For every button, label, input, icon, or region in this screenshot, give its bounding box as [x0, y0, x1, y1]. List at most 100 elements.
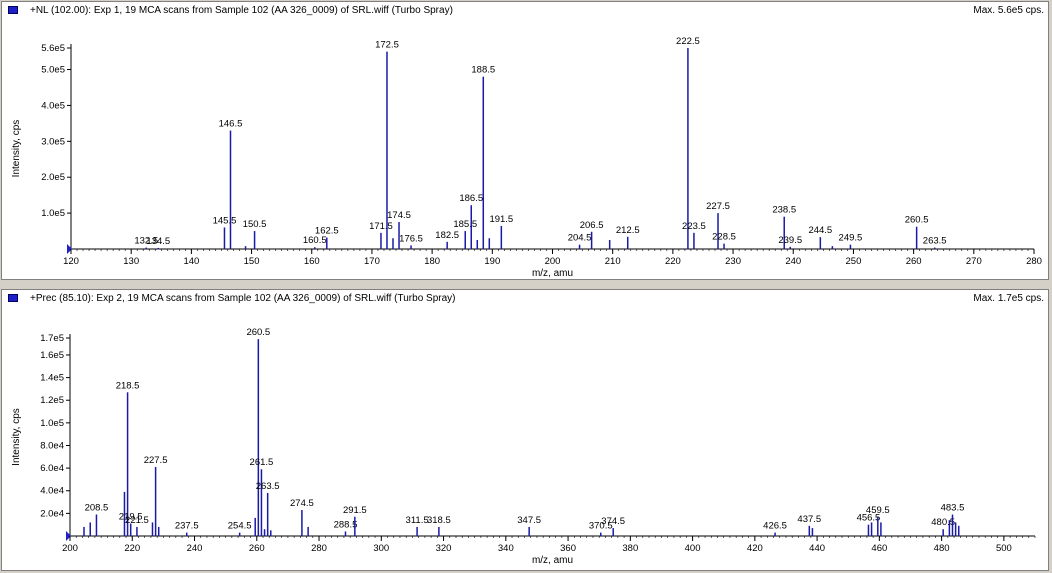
panel-title: +NL (102.00): Exp 1, 19 MCA scans from S…	[30, 5, 453, 16]
spectrum-peak	[145, 247, 147, 250]
x-tick-label: 260	[906, 256, 922, 267]
spectrum-peak	[266, 493, 269, 536]
x-tick-label: 170	[364, 256, 380, 267]
spectrum-peak	[723, 243, 725, 249]
axis-origin-marker	[66, 531, 71, 541]
spectrum-peak	[307, 526, 309, 536]
x-tick-label: 180	[424, 256, 440, 267]
x-tick-label: 230	[725, 256, 741, 267]
spectrum-peak	[238, 532, 241, 536]
spectrum-panel-nl: +NL (102.00): Exp 1, 19 MCA scans from S…	[1, 1, 1049, 280]
spectrum-chart-prec[interactable]: 200 220 240 260 280 300 320 340 360 380 400 420 440 4…	[2, 290, 1048, 570]
y-tick-label: 1.4e5	[40, 373, 64, 384]
peak-label: 185.5	[453, 219, 477, 230]
x-tick-label: 480	[934, 543, 950, 554]
spectrum-peak	[157, 526, 160, 536]
peak-label: 206.5	[580, 220, 604, 231]
peak-label: 162.5	[315, 226, 339, 237]
x-tick-label: 280	[311, 543, 327, 554]
y-axis-title: Intensity, cps	[11, 120, 22, 178]
x-tick-label: 280	[1026, 256, 1042, 267]
x-tick-label: 130	[123, 256, 139, 267]
peak-label: 288.5	[334, 519, 358, 530]
spectrum-peak	[957, 525, 960, 536]
x-tick-label: 400	[685, 543, 701, 554]
panel-header: +Prec (85.10): Exp 2, 19 MCA scans from …	[2, 290, 1048, 307]
panel-title: +Prec (85.10): Exp 2, 19 MCA scans from …	[30, 293, 456, 304]
peak-label: 456.5	[857, 513, 881, 524]
x-tick-label: 240	[187, 543, 203, 554]
peak-label: 239.5	[778, 235, 802, 246]
max-intensity-label: Max. 5.6e5 cps.	[973, 5, 1044, 16]
x-tick-label: 260	[249, 543, 265, 554]
max-intensity-label: Max. 1.7e5 cps.	[973, 293, 1044, 304]
x-tick-label: 300	[373, 543, 389, 554]
spectrum-peak	[476, 240, 479, 249]
y-tick-label: 3.0e5	[41, 136, 65, 147]
spectrum-peak	[951, 514, 954, 536]
spectrum-peak	[915, 226, 918, 249]
spectrum-peak	[578, 244, 581, 249]
peak-label: 254.5	[228, 521, 252, 532]
spectrum-peak	[410, 245, 412, 249]
x-tick-label: 210	[605, 256, 621, 267]
spectrum-peak	[687, 48, 689, 249]
x-tick-label: 190	[484, 256, 500, 267]
y-tick-label: 4.0e4	[40, 486, 64, 497]
spectrum-peak	[260, 469, 263, 536]
peak-label: 260.5	[246, 327, 270, 338]
peak-label: 274.5	[290, 498, 314, 509]
spectrum-peak	[380, 232, 382, 249]
peak-label: 172.5	[375, 40, 399, 51]
spectrum-peak	[326, 237, 328, 249]
x-tick-label: 460	[871, 543, 887, 554]
spectrum-peak	[808, 525, 811, 536]
peak-label: 223.5	[682, 221, 706, 232]
peak-label: 263.5	[256, 481, 280, 492]
spectrum-peak	[693, 232, 695, 249]
y-tick-label: 8.0e4	[40, 440, 64, 451]
spectrum-peak	[528, 526, 530, 536]
spectrum-peak	[819, 237, 822, 249]
peak-label: 134.5	[146, 236, 170, 247]
spectrum-peak	[933, 247, 936, 250]
spectrum-peak	[344, 531, 347, 536]
spectrum-peak	[126, 392, 129, 536]
y-tick-label: 4.0e5	[41, 100, 65, 111]
peak-label: 204.5	[568, 233, 592, 244]
trace-color-icon[interactable]	[8, 294, 18, 302]
peak-label: 176.5	[399, 233, 423, 244]
x-tick-label: 270	[966, 256, 982, 267]
peak-label: 171.5	[369, 221, 393, 232]
spectrum-peak	[783, 216, 785, 249]
spectrum-peak	[789, 246, 791, 249]
spectrum-peak	[470, 205, 472, 249]
peak-label: 146.5	[219, 119, 243, 130]
peak-label: 208.5	[85, 503, 109, 514]
spectrum-peak	[488, 238, 491, 249]
peak-label: 291.5	[343, 505, 367, 516]
x-tick-label: 440	[809, 543, 825, 554]
x-tick-label: 420	[747, 543, 763, 554]
axis-origin-marker	[67, 244, 72, 254]
spectrum-chart-nl[interactable]: 120 130 140 150 160 170 180 190 200 210 220 230 240 2…	[2, 2, 1048, 279]
peak-label: 480.5	[931, 517, 955, 528]
spectrum-peak	[500, 226, 503, 249]
spectrum-peak	[263, 529, 266, 536]
spectrum-peak	[877, 516, 879, 536]
spectrum-peak	[608, 240, 611, 249]
spectrum-peak	[774, 532, 776, 536]
spectrum-peak	[717, 213, 719, 249]
spectrum-peak	[386, 51, 388, 249]
trace-color-icon[interactable]	[8, 6, 18, 14]
x-tick-label: 240	[785, 256, 801, 267]
x-axis-title: m/z, amu	[532, 555, 573, 566]
x-tick-label: 220	[665, 256, 681, 267]
spectrum-peak	[464, 231, 466, 249]
spectrum-peak	[185, 532, 188, 536]
peak-label: 483.5	[941, 503, 965, 514]
x-tick-label: 200	[545, 256, 561, 267]
peak-label: 244.5	[808, 225, 832, 236]
x-tick-label: 200	[62, 543, 78, 554]
spectrum-panel-prec: +Prec (85.10): Exp 2, 19 MCA scans from …	[1, 289, 1049, 571]
